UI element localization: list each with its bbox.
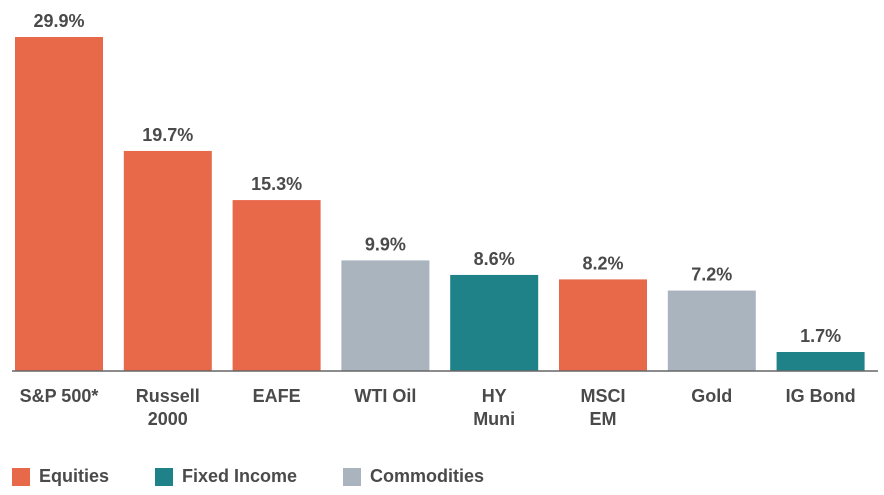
category-label-hy-muni-line2: Muni (473, 409, 515, 429)
bar-msci-em (559, 279, 647, 371)
category-label-russell-2000-line1: Russell (136, 386, 200, 406)
legend-swatch-fixed-income (155, 467, 174, 486)
category-label-s-p-500: S&P 500* (20, 386, 99, 406)
legend-label-commodities: Commodities (370, 466, 485, 486)
category-label-hy-muni-line1: HY (482, 386, 507, 406)
category-label-gold: Gold (691, 386, 732, 406)
bar-gold (667, 290, 756, 371)
category-label-msci-em-line2: EM (590, 409, 617, 429)
legend-item-fixed-income: Fixed Income (155, 466, 297, 487)
legend-label-equities: Equities (39, 466, 110, 486)
category-label-msci-em-line1: MSCI (581, 386, 626, 406)
category-labels-group: S&P 500* Russell 2000 EAFE WTI Oil HY Muni MSCI… (20, 386, 856, 429)
legend-item-equities: Equities (12, 466, 109, 487)
value-label-ig-bond: 1.7% (800, 326, 841, 346)
category-label-eafe: EAFE (253, 386, 301, 406)
legend-swatch-equities (12, 467, 30, 486)
value-label-msci-em: 8.2% (582, 253, 623, 273)
bar-chart: 29.9% 19.7% 15.3% 9.9% 8.6% 8.2% 7.2% 1.7% S&P … (12, 11, 878, 429)
value-label-gold: 7.2% (691, 265, 732, 285)
value-label-russell-2000: 19.7% (142, 125, 193, 145)
legend-swatch-commodities (343, 467, 362, 486)
bar-s-p-500 (15, 37, 103, 371)
bar-ig-bond (776, 352, 865, 371)
bar-eafe (232, 200, 321, 371)
category-label-russell-2000-line2: 2000 (148, 409, 188, 429)
bars-group (15, 37, 865, 371)
value-label-eafe: 15.3% (251, 174, 302, 194)
legend-item-commodities: Commodities (343, 466, 484, 487)
value-label-s-p-500: 29.9% (33, 11, 84, 31)
legend: Equities Fixed Income Commodities (12, 466, 530, 487)
bar-russell-2000 (123, 150, 212, 371)
legend-label-fixed-income: Fixed Income (182, 466, 298, 486)
bar-hy-muni (450, 274, 539, 371)
bar-wti-oil (341, 260, 430, 371)
value-labels-group: 29.9% 19.7% 15.3% 9.9% 8.6% 8.2% 7.2% 1.7% (33, 11, 841, 346)
category-label-ig-bond: IG Bond (786, 386, 856, 406)
value-label-wti-oil: 9.9% (365, 234, 406, 254)
value-label-hy-muni: 8.6% (474, 249, 515, 269)
category-label-wti-oil: WTI Oil (354, 386, 416, 406)
